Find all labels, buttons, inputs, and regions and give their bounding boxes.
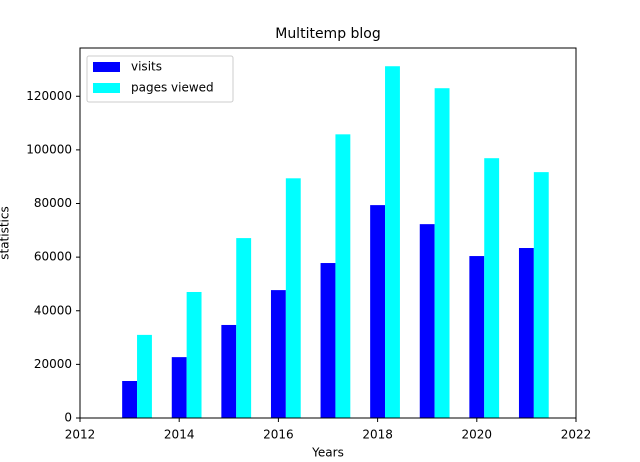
y-axis-label: statistics [0, 206, 12, 260]
bar [320, 263, 336, 418]
legend-box [86, 55, 234, 103]
bar [221, 324, 237, 418]
y-tick-label: 80000 [34, 196, 72, 210]
y-tick-label: 60000 [34, 250, 72, 264]
bar [236, 238, 252, 418]
legend-swatch [93, 62, 120, 72]
y-tick-label: 120000 [26, 89, 72, 103]
bar [518, 248, 534, 418]
bar [370, 205, 386, 418]
bar [434, 88, 450, 418]
bar [385, 66, 400, 419]
bar [335, 134, 351, 419]
x-tick-label: 2012 [65, 428, 96, 442]
bar [285, 178, 301, 418]
chart-title: Multitemp blog [275, 26, 381, 42]
y-tick-label: 100000 [26, 142, 72, 156]
x-tick-label: 2020 [462, 428, 493, 442]
bar [122, 381, 138, 418]
legend-label: visits [131, 60, 162, 74]
plot-frame [79, 47, 577, 419]
legend-swatch [93, 83, 120, 93]
bar [171, 357, 187, 418]
bar [419, 224, 435, 418]
bar [484, 158, 500, 418]
bar [533, 172, 549, 418]
x-tick-label: 2022 [561, 428, 592, 442]
x-tick-label: 2018 [362, 428, 393, 442]
x-tick-label: 2014 [164, 428, 195, 442]
bar [469, 256, 485, 418]
y-tick-label: 20000 [34, 357, 72, 371]
x-axis-label: Years [311, 446, 344, 460]
legend-label: pages viewed [131, 81, 214, 95]
bar [186, 291, 202, 418]
bar [137, 334, 152, 418]
x-tick-label: 2016 [263, 428, 294, 442]
y-tick-label: 0 [64, 411, 72, 425]
bar [270, 290, 286, 418]
y-tick-label: 40000 [34, 303, 72, 317]
